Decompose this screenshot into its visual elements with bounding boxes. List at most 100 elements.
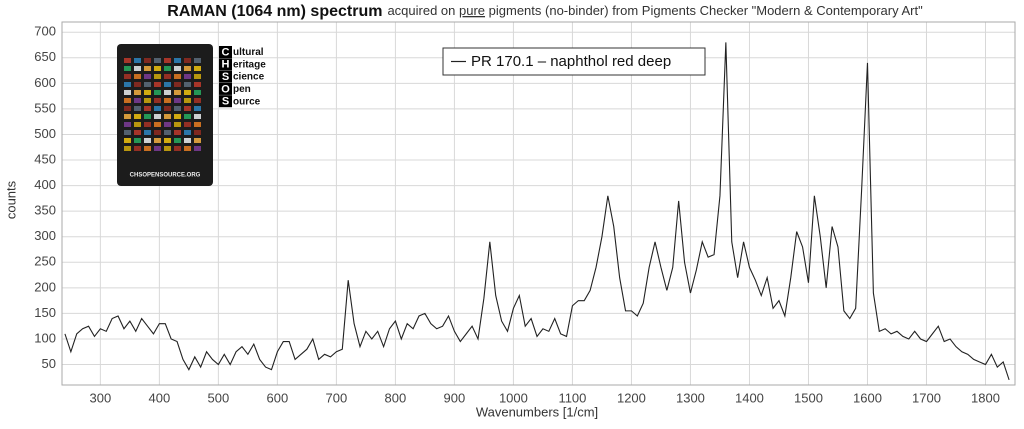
pigment-swatch [164, 98, 171, 103]
subtitle: acquired on [387, 3, 459, 18]
pigment-swatch [124, 114, 131, 119]
pigment-swatch [144, 122, 151, 127]
x-axis-label: Wavenumbers [1/cm] [476, 404, 598, 419]
subtitle: pure [459, 3, 485, 18]
pigment-swatch [154, 138, 161, 143]
logo-word: eritage [233, 59, 266, 70]
y-tick-label: 50 [42, 356, 56, 371]
logo-letter-box [219, 82, 232, 95]
logo-letter-box [219, 58, 232, 71]
pigment-swatch [134, 66, 141, 71]
x-tick-label: 1800 [971, 390, 1000, 405]
x-tick-label: 300 [90, 390, 112, 405]
x-tick-label: 1100 [558, 390, 586, 405]
pigment-swatch [164, 146, 171, 151]
logo-word: ultural [233, 47, 264, 58]
pigment-swatch [134, 122, 141, 127]
pigment-swatch [144, 90, 151, 95]
pigment-swatch [174, 114, 181, 119]
pigment-swatch [194, 106, 201, 111]
pigment-swatch [164, 66, 171, 71]
logo-letter: S [222, 71, 229, 83]
legend: PR 170.1 – naphthol red deep [442, 47, 706, 76]
pigment-swatch [174, 130, 181, 135]
pigment-swatch [174, 82, 181, 87]
pigment-swatch [194, 114, 201, 119]
chart-title: RAMAN (1064 nm) spectrum acquired on pure… [167, 3, 923, 20]
pigment-swatch [154, 130, 161, 135]
y-axis-label: counts [3, 180, 18, 219]
legend-box [442, 47, 706, 76]
pigment-swatch [134, 82, 141, 87]
pigment-swatch [174, 106, 181, 111]
pigment-swatch [144, 146, 151, 151]
pigment-swatch [174, 146, 181, 151]
pigment-swatch [164, 82, 171, 87]
x-tick-label: 900 [444, 390, 466, 405]
pigment-swatch [134, 74, 141, 79]
pigment-swatch [144, 138, 151, 143]
x-tick-label: 1000 [499, 390, 528, 405]
pigment-swatch [174, 122, 181, 127]
x-tick-label: 700 [326, 390, 348, 405]
pigment-swatch [194, 58, 201, 63]
pigment-swatch [154, 58, 161, 63]
pigment-swatch [164, 106, 171, 111]
pigment-swatch [144, 82, 151, 87]
pigment-swatch [194, 74, 201, 79]
pigment-swatch [194, 66, 201, 71]
pigment-swatch [134, 138, 141, 143]
pigment-swatch [144, 130, 151, 135]
pigment-swatch [124, 82, 131, 87]
pigment-swatch [134, 90, 141, 95]
x-tick-label: 1300 [676, 390, 705, 405]
pigment-swatch [184, 122, 191, 127]
pigment-swatch [164, 74, 171, 79]
legend-label: PR 170.1 – naphthol red deep [471, 53, 671, 70]
pigment-swatch [184, 66, 191, 71]
logo-letter: H [222, 59, 230, 71]
y-tick-label: 700 [34, 24, 56, 39]
pigment-swatch [184, 130, 191, 135]
logo-letter: C [222, 46, 230, 58]
pigment-swatch [144, 74, 151, 79]
y-tick-label: 350 [34, 203, 56, 218]
y-tick-label: 450 [34, 151, 56, 166]
pigment-swatch [174, 90, 181, 95]
x-tick-label: 1400 [735, 390, 764, 405]
pigment-swatch [174, 98, 181, 103]
pigment-swatch [164, 58, 171, 63]
logo-word: cience [233, 72, 265, 83]
pigment-swatch [134, 130, 141, 135]
pigment-swatch [164, 90, 171, 95]
pigment-swatch [134, 106, 141, 111]
pigment-swatch [124, 74, 131, 79]
pigment-swatch [174, 74, 181, 79]
pigment-swatch [124, 106, 131, 111]
x-tick-label: 1500 [794, 390, 823, 405]
pigment-swatch [134, 146, 141, 151]
pigment-swatch [144, 114, 151, 119]
logo-letter-box [219, 46, 232, 58]
pigment-swatch [194, 146, 201, 151]
pigment-swatch [154, 114, 161, 119]
y-tick-label: 200 [34, 279, 56, 294]
x-tick-label: 600 [267, 390, 289, 405]
pigment-swatch [134, 98, 141, 103]
y-tick-label: 400 [34, 177, 56, 192]
subtitle: pigments (no-binder) from Pigments Check… [485, 3, 923, 18]
pigment-swatch [184, 114, 191, 119]
pigment-swatch [174, 66, 181, 71]
pigment-swatch [144, 58, 151, 63]
y-tick-label: 100 [34, 330, 56, 345]
pigment-swatch [154, 82, 161, 87]
y-tick-label: 550 [34, 100, 56, 115]
card-url: CHSOPENSOURCE.ORG [130, 173, 201, 179]
logo-word: pen [233, 84, 251, 95]
pigment-swatch [184, 90, 191, 95]
pigment-swatch [134, 58, 141, 63]
x-tick-label: 500 [208, 390, 230, 405]
pigment-swatch [174, 138, 181, 143]
